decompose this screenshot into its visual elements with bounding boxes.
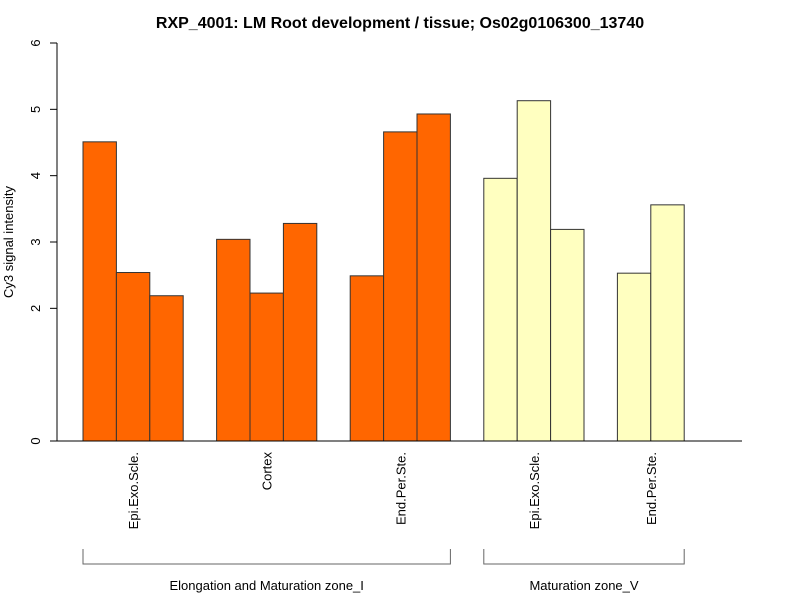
x-tick-label: End.Per.Ste.	[644, 452, 659, 525]
bar	[416, 113, 451, 442]
category-labels: Epi.Exo.Scle. Cortex End.Per.Ste. Epi.Exo.S…	[126, 452, 659, 530]
bar	[650, 204, 685, 442]
x-tick-label: Epi.Exo.Scle.	[126, 452, 141, 529]
x-tick-label: Cortex	[260, 452, 275, 491]
group-bracket: Maturation zone_V	[483, 549, 685, 593]
y-tick-label: 5	[28, 106, 43, 113]
bracket-line	[483, 549, 685, 565]
bar	[216, 238, 251, 442]
x-tick-label: Epi.Exo.Scle.	[527, 452, 542, 529]
bar	[249, 292, 284, 442]
x-tick-label: End.Per.Ste.	[393, 452, 408, 525]
y-tick-label: 6	[28, 39, 43, 46]
bar	[115, 272, 151, 442]
bar	[149, 295, 184, 442]
group-label: Maturation zone_V	[529, 578, 638, 593]
bar	[82, 141, 117, 442]
chart-title: RXP_4001: LM Root development / tissue; …	[156, 15, 644, 32]
bar	[383, 131, 418, 442]
y-tick-label: 3	[28, 238, 43, 245]
bracket-line	[82, 549, 451, 565]
bar	[282, 222, 318, 442]
y-tick-label: 0	[28, 437, 43, 444]
bar	[483, 177, 518, 442]
y-axis-label: Cy3 signal intensity	[1, 186, 16, 298]
group-label: Elongation and Maturation zone_I	[169, 578, 363, 593]
y-tick-label: 4	[28, 172, 43, 179]
bars	[82, 100, 685, 442]
bar	[349, 275, 385, 442]
group-brackets: Elongation and Maturation zone_I Maturati…	[82, 549, 685, 593]
bar	[616, 272, 652, 442]
group-bracket: Elongation and Maturation zone_I	[82, 549, 451, 593]
bar	[516, 100, 552, 442]
bar	[550, 228, 585, 442]
y-axis: 0 2 3 4 5 6	[28, 39, 58, 445]
y-tick-label: 2	[28, 305, 43, 312]
